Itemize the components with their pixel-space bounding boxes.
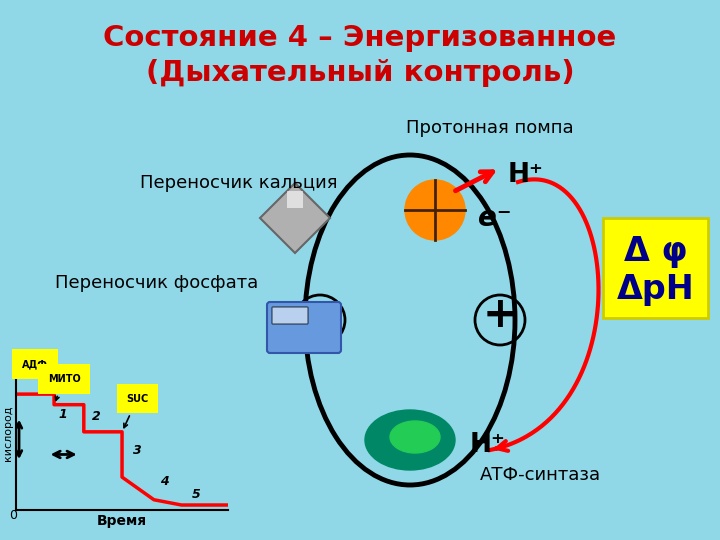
X-axis label: Время: Время (97, 515, 147, 529)
Polygon shape (287, 191, 303, 208)
Ellipse shape (390, 421, 440, 453)
Text: АТФ-синтаза: АТФ-синтаза (480, 466, 600, 484)
Y-axis label: кислород: кислород (3, 406, 13, 461)
Text: АДФ: АДФ (22, 359, 52, 390)
Text: H⁺: H⁺ (508, 162, 544, 188)
Text: 5: 5 (192, 488, 201, 501)
FancyBboxPatch shape (272, 307, 308, 324)
Text: (Дыхательный контроль): (Дыхательный контроль) (145, 59, 575, 87)
Text: −: − (302, 294, 338, 336)
Text: 4: 4 (161, 475, 169, 488)
Text: 2: 2 (92, 410, 101, 423)
Text: Протонная помпа: Протонная помпа (406, 119, 574, 137)
Ellipse shape (365, 410, 455, 470)
FancyBboxPatch shape (603, 218, 708, 318)
Text: 0: 0 (9, 509, 17, 522)
Text: Переносчик кальция: Переносчик кальция (140, 174, 338, 192)
Text: H⁺: H⁺ (470, 432, 506, 458)
Text: 1: 1 (58, 408, 67, 421)
Text: МИТО: МИТО (48, 374, 81, 400)
Text: 3: 3 (132, 444, 141, 457)
Text: ΔpH: ΔpH (616, 273, 694, 307)
Polygon shape (260, 183, 330, 253)
Text: SUC: SUC (124, 394, 148, 428)
Text: Δ φ: Δ φ (624, 234, 688, 267)
Circle shape (405, 180, 465, 240)
FancyBboxPatch shape (267, 302, 341, 353)
Text: Переносчик фосфата: Переносчик фосфата (55, 274, 258, 292)
Text: e⁻: e⁻ (478, 204, 511, 232)
Text: Состояние 4 – Энергизованное: Состояние 4 – Энергизованное (104, 24, 616, 52)
Text: +: + (482, 294, 518, 336)
